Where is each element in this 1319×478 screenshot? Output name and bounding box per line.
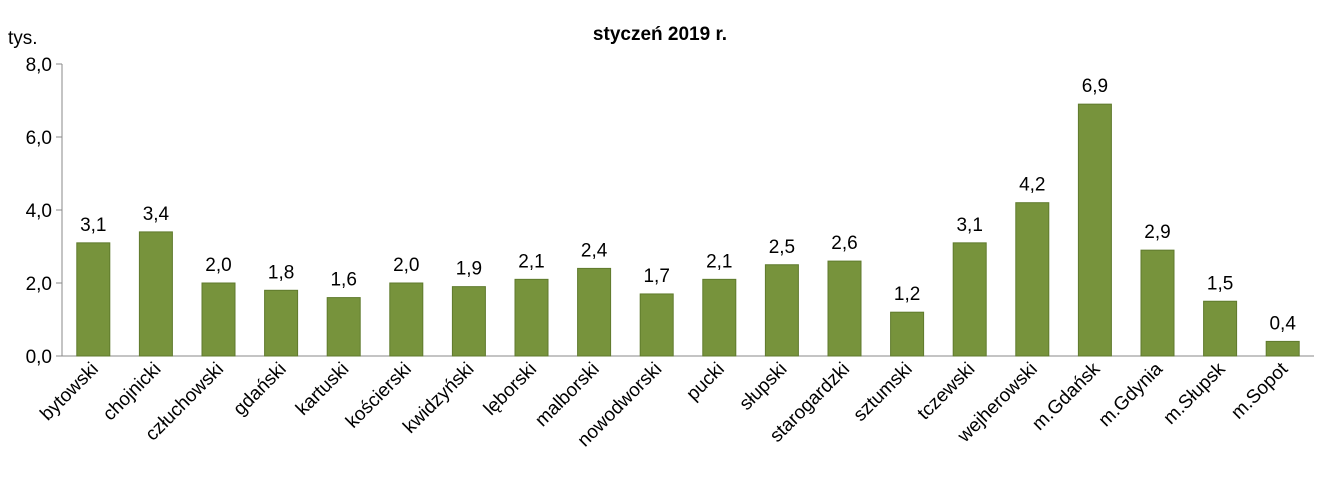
value-label: 6,9: [1082, 76, 1108, 97]
value-label: 1,8: [268, 262, 294, 283]
x-tick-label: m.Sopot: [1227, 358, 1292, 423]
x-tick-label: m.Słupsk: [1160, 358, 1230, 428]
value-label: 2,5: [769, 237, 795, 258]
x-tick-label: sztumski: [850, 359, 917, 426]
x-tick-label: bytowski: [36, 359, 102, 425]
x-tick-label: m.Gdańsk: [1028, 358, 1104, 434]
bar: [702, 278, 737, 357]
bar: [764, 264, 799, 357]
value-label: 2,9: [1144, 222, 1170, 243]
bar: [264, 289, 299, 357]
bar: [639, 293, 674, 357]
value-label: 0,4: [1269, 313, 1296, 334]
value-label: 1,5: [1207, 273, 1233, 294]
bar: [326, 297, 361, 357]
bar: [1015, 202, 1050, 357]
bar: [1140, 249, 1175, 357]
bar: [138, 231, 173, 357]
x-tick-label: słupski: [736, 359, 792, 415]
x-tick-label: tczewski: [914, 359, 980, 425]
value-label: 2,0: [205, 255, 231, 276]
value-label: 3,1: [956, 215, 982, 236]
bar: [1265, 340, 1300, 357]
value-label: 3,1: [80, 215, 106, 236]
bar: [827, 260, 862, 357]
x-tick-label: m.Gdynia: [1095, 358, 1168, 431]
bar: [890, 311, 925, 357]
value-label: 2,6: [831, 233, 857, 254]
value-label: 1,6: [330, 270, 356, 291]
bar: [514, 278, 549, 357]
bar: [389, 282, 424, 357]
x-tick-label: pucki: [683, 359, 729, 405]
x-tick-label: lęborski: [480, 359, 541, 420]
value-label: 4,2: [1019, 175, 1045, 196]
x-tick-label: kartuski: [292, 359, 353, 420]
chart-title: styczeń 2019 r.: [593, 24, 727, 45]
value-label: 1,2: [894, 284, 920, 305]
value-label: 2,4: [581, 240, 608, 261]
value-label: 1,7: [643, 266, 669, 287]
bar: [201, 282, 236, 357]
y-tick-label: 0,0: [26, 347, 52, 368]
value-label: 2,1: [706, 251, 732, 272]
y-tick-label: 8,0: [26, 55, 52, 76]
value-label: 3,4: [143, 204, 170, 225]
value-label: 2,1: [518, 251, 544, 272]
bar: [1203, 300, 1238, 357]
x-tick-label: gdański: [229, 359, 290, 420]
y-tick-label: 4,0: [26, 201, 52, 222]
bar: [76, 242, 111, 357]
bar: [1077, 103, 1112, 357]
bar: [952, 242, 987, 357]
bar: [451, 286, 486, 357]
bar: [577, 267, 612, 357]
value-label: 1,9: [456, 259, 482, 280]
y-tick-label: 6,0: [26, 128, 52, 149]
value-label: 2,0: [393, 255, 419, 276]
y-axis-label: tys.: [8, 28, 38, 49]
y-tick-label: 2,0: [26, 274, 52, 295]
